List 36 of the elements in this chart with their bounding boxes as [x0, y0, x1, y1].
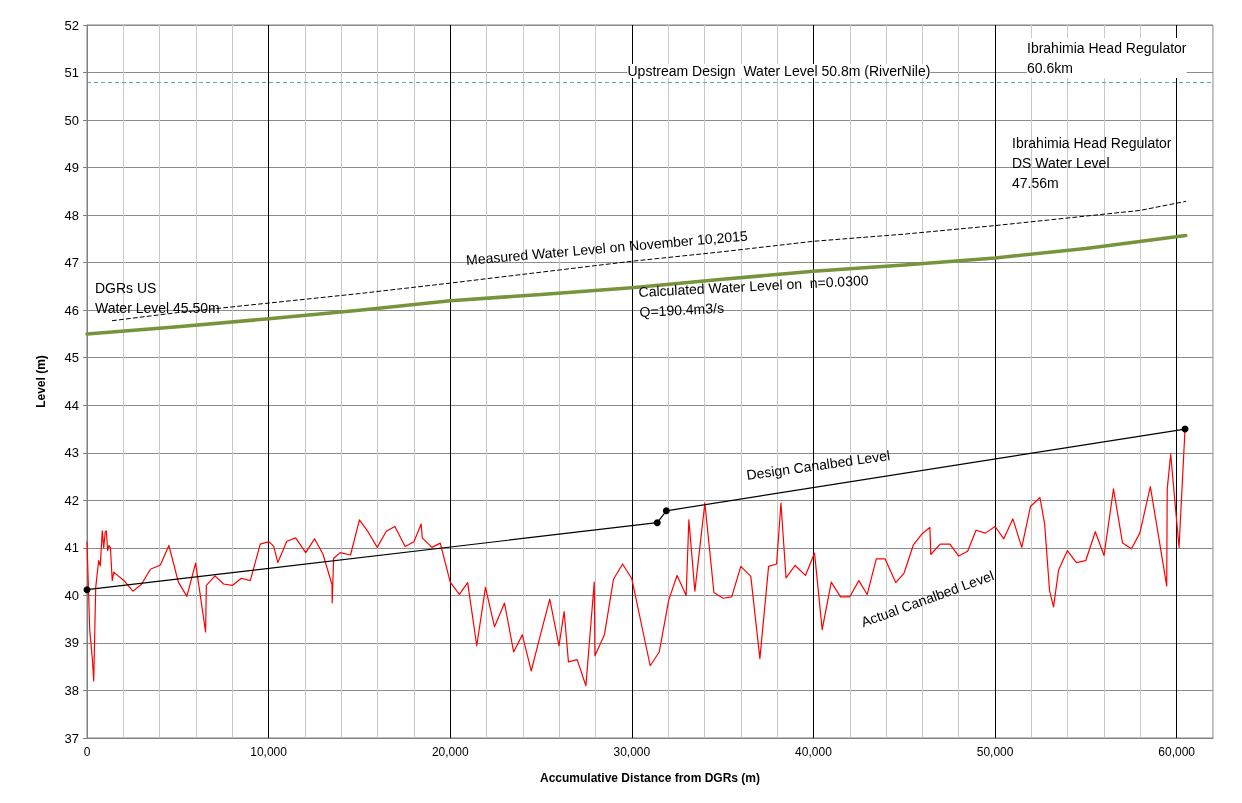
y-tick-label: 47	[64, 255, 79, 271]
ref-line-label: Upstream Design Water Level 50.8m (RiverNile)	[627, 63, 931, 80]
line-series	[85, 233, 1188, 336]
x-tick-label: 40,000	[795, 745, 833, 759]
x-tick-label: 30,000	[613, 745, 651, 759]
annotation: Measured Water Level on November 10,2015	[465, 227, 749, 269]
y-tick-label: 42	[64, 492, 79, 508]
y-tick-label: 37	[64, 730, 79, 746]
y-tick-label: 39	[64, 635, 79, 651]
y-tick-label: 51	[64, 65, 79, 81]
x-tick-label: 0	[83, 745, 91, 759]
annotation: Ibrahimia Head Regulator DS Water Level 47.56m	[1012, 135, 1172, 191]
y-tick-label: 40	[64, 587, 79, 603]
point	[662, 507, 670, 515]
y-tick-label: 49	[64, 160, 79, 176]
x-tick-label: 10,000	[250, 745, 288, 759]
point	[653, 519, 661, 527]
annotation: Calculated Water Level on n=0.0300 Q=190.4m3/s	[638, 272, 870, 320]
y-tick-label: 45	[64, 350, 79, 366]
y-tick-label: 44	[64, 397, 79, 413]
y-tick-label: 50	[64, 112, 79, 128]
annotation: Design Canalbed Level	[745, 447, 891, 484]
y-tick-label: 48	[64, 207, 79, 223]
y-tick-label: 52	[64, 17, 79, 33]
annotation: Ibrahimia Head Regulator 60.6km	[1027, 40, 1187, 76]
annotation: DGRs US Water Level 45.50m	[95, 280, 220, 316]
x-tick-label: 20,000	[431, 745, 469, 759]
x-tick-label: 50,000	[976, 745, 1014, 759]
x-axis-title: Accumulative Distance from DGRs (m)	[539, 771, 761, 785]
y-tick-label: 46	[64, 302, 79, 318]
point	[83, 586, 91, 594]
x-tick-label: 60,000	[1158, 745, 1196, 759]
y-axis-title: Level (m)	[34, 355, 48, 408]
y-tick-label: 41	[64, 540, 79, 556]
y-tick-label: 43	[64, 445, 79, 461]
y-tick-label: 38	[64, 682, 79, 698]
